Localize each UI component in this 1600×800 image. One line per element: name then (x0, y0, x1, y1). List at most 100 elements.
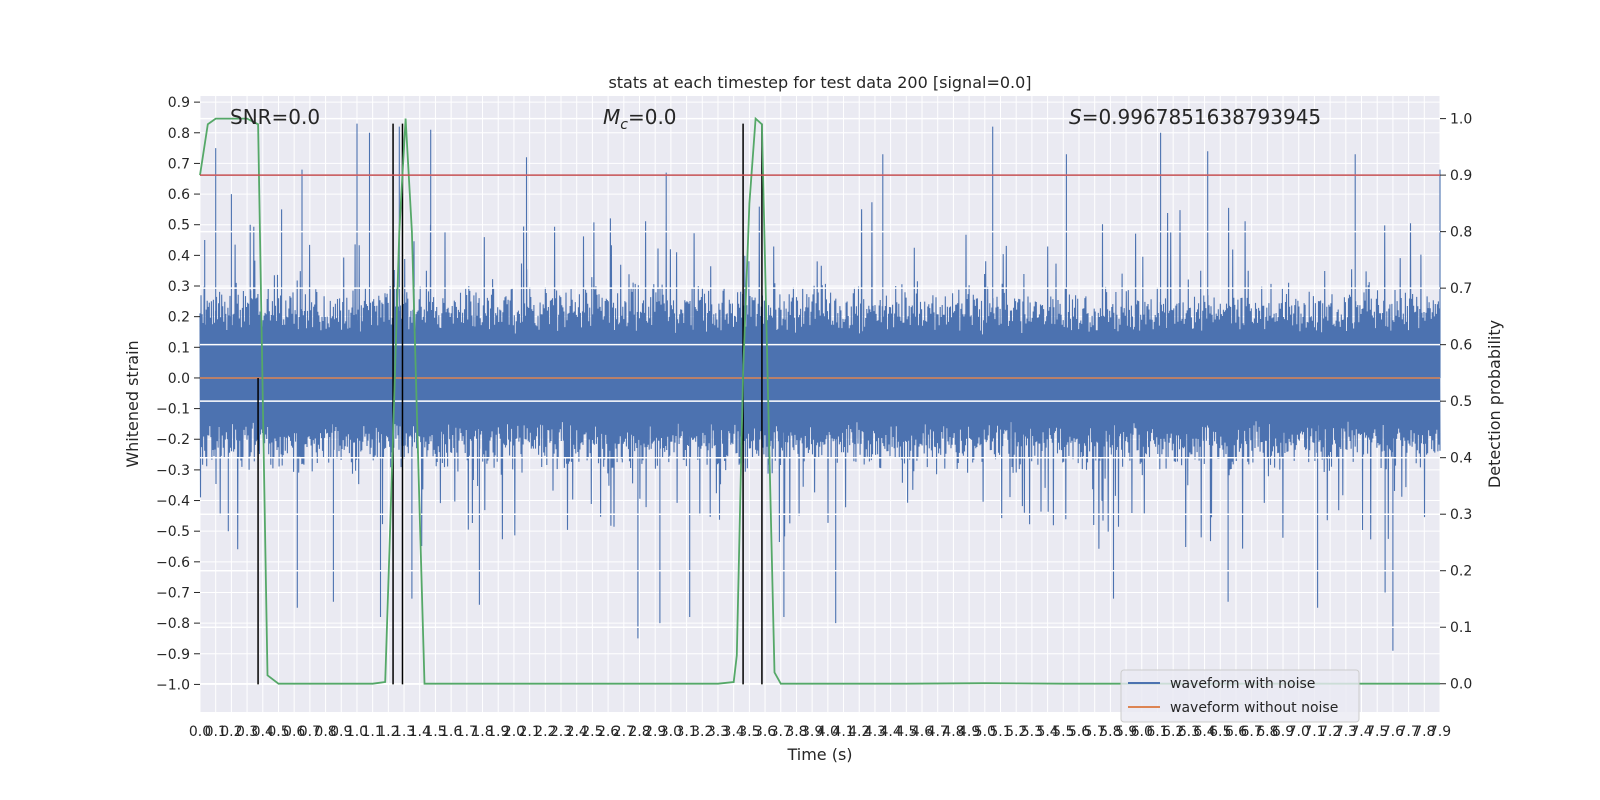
x-tick-label: 7.6 (1382, 724, 1404, 740)
y2-tick-label: 0.3 (1450, 507, 1472, 523)
x-tick-label: 0.7 (299, 724, 321, 740)
legend-label-clean: waveform without noise (1170, 700, 1338, 716)
x-tick-label: 5.9 (1115, 724, 1137, 740)
y-tick-label: −0.3 (156, 463, 190, 479)
x-tick-label: 5.1 (989, 724, 1011, 740)
y2-tick-label: 0.6 (1450, 338, 1472, 354)
y-tick-label: 0.9 (168, 95, 190, 111)
x-tick-label: 6.0 (1131, 724, 1153, 740)
y-tick-label: −0.4 (156, 494, 190, 510)
x-tick-label: 2.3 (550, 724, 572, 740)
y2-tick-label: 0.9 (1450, 168, 1472, 184)
x-tick-label: 4.8 (942, 724, 964, 740)
y2-axis-ticks: 1.0 0.9 0.8 0.7 0.6 0.5 0.4 0.3 0.2 0.1 0.0 (1440, 112, 1472, 693)
y2-tick-label: 0.1 (1450, 620, 1472, 636)
y2-tick-label: 0.5 (1450, 394, 1472, 410)
x-tick-label: 4.4 (880, 724, 902, 740)
noisy-waveform-line (199, 123, 1441, 651)
x-tick-label: 3.7 (770, 724, 792, 740)
x-tick-label: 0.5 (267, 724, 289, 740)
x-tick-label: 5.5 (1052, 724, 1074, 740)
y2-tick-label: 0.0 (1450, 677, 1472, 693)
mc-symbol: M (603, 105, 620, 129)
x-tick-label: 4.5 (895, 724, 917, 740)
x-tick-label: 5.3 (1021, 724, 1043, 740)
x-tick-label: 6.3 (1178, 724, 1200, 740)
x-tick-label: 2.9 (644, 724, 666, 740)
y-tick-label: −0.8 (156, 616, 190, 632)
y2-tick-label: 0.8 (1450, 225, 1472, 241)
x-tick-label: 1.9 (487, 724, 509, 740)
x-tick-label: 0.2 (220, 724, 242, 740)
x-tick-label: 0.8 (314, 724, 336, 740)
x-tick-label: 4.7 (927, 724, 949, 740)
x-tick-label: 4.0 (817, 724, 839, 740)
x-tick-label: 7.7 (1397, 724, 1419, 740)
x-tick-label: 6.5 (1209, 724, 1231, 740)
x-tick-label: 5.6 (1068, 724, 1090, 740)
x-tick-label: 6.7 (1241, 724, 1263, 740)
x-tick-label: 1.0 (346, 724, 368, 740)
y2-tick-label: 0.2 (1450, 564, 1472, 580)
x-tick-label: 0.1 (205, 724, 227, 740)
x-tick-label: 3.5 (738, 724, 760, 740)
y-axis-ticks: 0.9 0.8 0.7 0.6 0.5 0.4 0.3 0.2 0.1 0.0 −0.1 −0.2 −0… (156, 95, 200, 693)
x-tick-label: 7.9 (1429, 724, 1451, 740)
y-tick-label: 0.3 (168, 279, 190, 295)
chart-title: stats at each timestep for test data 200… (608, 73, 1031, 92)
x-tick-label: 3.1 (675, 724, 697, 740)
probability-series (199, 116, 1440, 685)
x-tick-label: 0.4 (252, 724, 274, 740)
x-tick-label: 7.4 (1350, 724, 1372, 740)
x-tick-label: 2.5 (581, 724, 603, 740)
x-tick-label: 4.2 (848, 724, 870, 740)
y-tick-label: 0.4 (168, 248, 190, 264)
x-tick-label: 0.6 (283, 724, 305, 740)
x-tick-label: 7.3 (1335, 724, 1357, 740)
y-tick-label: −0.5 (156, 524, 190, 540)
x-tick-label: 3.6 (754, 724, 776, 740)
y-tick-label: −0.1 (156, 402, 190, 418)
x-tick-label: 2.7 (613, 724, 635, 740)
x-tick-label: 5.4 (1036, 724, 1058, 740)
y-tick-label: 0.5 (168, 218, 190, 234)
x-tick-label: 7.2 (1319, 724, 1341, 740)
mc-value: =0.0 (628, 105, 677, 129)
y-tick-label: 0.6 (168, 187, 190, 203)
y-axis-label: Whitened strain (123, 340, 142, 467)
x-tick-label: 6.8 (1256, 724, 1278, 740)
x-tick-label: 6.1 (1146, 724, 1168, 740)
x-axis-ticks: 0.00.10.20.30.40.50.60.70.80.91.01.11.21… (189, 724, 1451, 740)
x-tick-label: 5.8 (1099, 724, 1121, 740)
x-tick-label: 7.0 (1288, 724, 1310, 740)
x-tick-label: 0.9 (330, 724, 352, 740)
x-tick-label: 3.2 (691, 724, 713, 740)
x-tick-label: 3.3 (707, 724, 729, 740)
event-vertical-lines (257, 123, 763, 685)
x-tick-label: 2.0 (503, 724, 525, 740)
x-tick-label: 3.4 (723, 724, 745, 740)
x-tick-label: 0.0 (189, 724, 211, 740)
y2-tick-label: 0.7 (1450, 281, 1472, 297)
probability-line (199, 116, 1440, 685)
x-tick-label: 4.6 (911, 724, 933, 740)
y-tick-label: 0.1 (168, 340, 190, 356)
s-value: =0.9967851638793945 (1082, 105, 1321, 129)
y-tick-label: 0.7 (168, 156, 190, 172)
y-tick-label: −1.0 (156, 677, 190, 693)
x-tick-label: 5.2 (1005, 724, 1027, 740)
x-tick-label: 1.8 (471, 724, 493, 740)
x-tick-label: 2.6 (597, 724, 619, 740)
s-annotation: S=0.9967851638793945 (1069, 105, 1321, 129)
x-tick-label: 1.7 (456, 724, 478, 740)
x-tick-label: 2.8 (628, 724, 650, 740)
x-tick-label: 1.6 (440, 724, 462, 740)
x-tick-label: 2.1 (518, 724, 540, 740)
x-axis-label: Time (s) (786, 745, 852, 764)
y2-tick-label: 0.4 (1450, 451, 1472, 467)
x-tick-label: 1.4 (409, 724, 431, 740)
x-tick-label: 6.6 (1225, 724, 1247, 740)
snr-annotation: SNR=0.0 (230, 105, 320, 129)
x-tick-label: 1.3 (393, 724, 415, 740)
x-tick-label: 1.1 (362, 724, 384, 740)
